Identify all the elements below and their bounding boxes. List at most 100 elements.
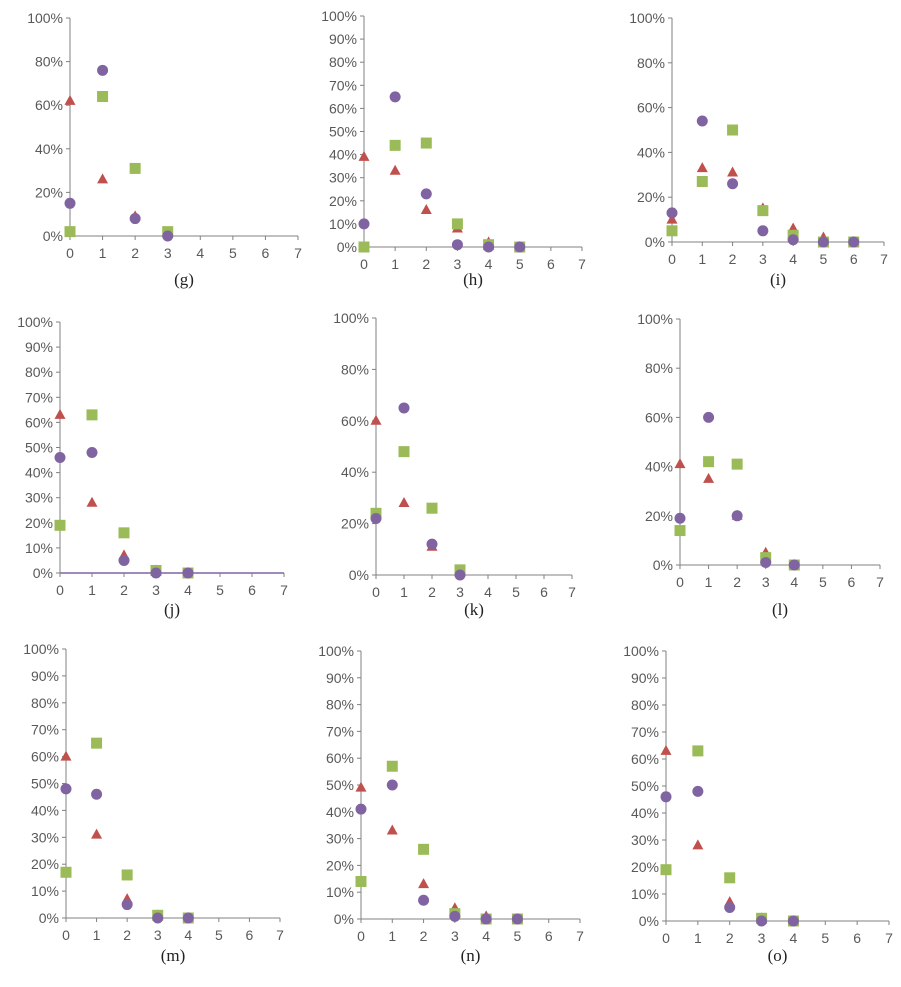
x-tick-label: 4 <box>196 245 204 261</box>
circle-point <box>514 241 526 253</box>
triangle-point <box>703 472 715 483</box>
y-tick-label: 10% <box>329 216 357 232</box>
y-tick-label: 60% <box>341 413 369 429</box>
y-tick-label: 80% <box>326 697 354 713</box>
y-tick-label: 40% <box>31 802 59 818</box>
x-tick-label: 3 <box>758 930 766 946</box>
y-tick-label: 40% <box>637 144 665 160</box>
y-tick-label: 50% <box>25 440 53 456</box>
x-tick-label: 4 <box>485 256 493 272</box>
y-tick-label: 100% <box>623 643 659 659</box>
square-point <box>91 737 103 749</box>
circle-point <box>757 225 769 237</box>
y-tick-label: 100% <box>318 643 354 659</box>
circle-point <box>91 788 103 800</box>
circle-point <box>420 188 432 200</box>
y-tick-label: 50% <box>631 778 659 794</box>
chart-panel: 0% 10% 20% 30% 40% 50% 60% 70% 80% 90% 100% 0 1 2 3 4 5 6… <box>300 630 600 965</box>
x-tick-label: 4 <box>484 584 492 600</box>
triangle-point <box>60 750 72 761</box>
y-tick-label: 70% <box>329 77 357 93</box>
panel-label: (j) <box>163 600 181 619</box>
x-tick-label: 2 <box>726 930 734 946</box>
x-tick-label: 7 <box>885 930 893 946</box>
y-tick-label: 30% <box>25 490 53 506</box>
y-tick-label: 90% <box>31 668 59 684</box>
circle-point <box>848 236 860 248</box>
x-tick-label: 2 <box>131 245 139 261</box>
x-tick-label: 3 <box>152 582 160 598</box>
chart-panel: 0% 10% 20% 30% 40% 50% 60% 70% 80% 90% 100% 0 1 2 3 4 5 6… <box>0 630 300 965</box>
circle-point <box>182 567 194 579</box>
circle-point <box>724 902 736 913</box>
y-tick-label: 100% <box>23 641 59 657</box>
x-tick-label: 1 <box>705 574 713 590</box>
circle-point <box>121 899 133 911</box>
triangle-point <box>86 496 98 507</box>
circle-point <box>86 447 98 459</box>
x-tick-label: 5 <box>514 928 522 944</box>
triangle-point <box>418 878 430 889</box>
chart-panel: 0% 20% 40% 60% 80% 100% 0 1 2 3 4 5 6 7 (g) <box>0 0 302 325</box>
x-tick-label: 7 <box>576 928 584 944</box>
triangle-point <box>358 150 370 161</box>
scatter-chart: 0% 10% 20% 30% 40% 50% 60% 70% 80% 90% 100% 0 1 2 3 4 5 6… <box>318 643 584 944</box>
circle-point <box>511 913 523 925</box>
triangle-point <box>355 781 367 792</box>
square-point <box>54 519 66 531</box>
square-point <box>60 866 72 878</box>
y-tick-label: 50% <box>329 124 357 140</box>
x-tick-label: 5 <box>216 582 224 598</box>
y-tick-label: 20% <box>31 856 59 872</box>
x-tick-label: 1 <box>99 245 107 261</box>
y-tick-label: 100% <box>637 311 673 327</box>
x-tick-label: 2 <box>428 584 436 600</box>
circle-point <box>60 783 72 795</box>
panel-label: (l) <box>771 600 789 619</box>
square-point <box>674 525 686 537</box>
panel-label: (g) <box>174 270 194 289</box>
x-tick-label: 0 <box>662 930 670 946</box>
square-point <box>731 458 743 470</box>
circle-point <box>150 567 162 579</box>
scatter-chart: 0% 10% 20% 30% 40% 50% 60% 70% 80% 90% 100% 0 1 2 3 4 5 6… <box>623 643 893 946</box>
y-tick-label: 0% <box>334 911 354 927</box>
chart-panel: 0% 20% 40% 60% 80% 100% 0 1 2 3 4 5 6 7 (k) <box>300 305 600 630</box>
panel-label: (o) <box>767 946 788 965</box>
circle-point <box>727 178 739 190</box>
square-point <box>64 226 76 238</box>
circle-point <box>118 554 130 566</box>
x-tick-label: 7 <box>294 245 302 261</box>
triangle-point <box>727 166 739 177</box>
circle-point <box>182 912 194 924</box>
x-tick-label: 6 <box>853 930 861 946</box>
panel-label: (h) <box>463 270 483 289</box>
x-tick-label: 5 <box>820 251 828 267</box>
circle-point <box>731 510 743 522</box>
y-tick-label: 20% <box>35 184 63 200</box>
square-point <box>420 137 432 149</box>
x-tick-label: 7 <box>276 927 284 943</box>
y-tick-label: 20% <box>329 193 357 209</box>
y-tick-label: 50% <box>326 777 354 793</box>
x-tick-label: 1 <box>698 251 706 267</box>
circle-point <box>480 913 492 925</box>
circle-point <box>129 213 141 225</box>
square-point <box>692 745 704 757</box>
y-tick-label: 70% <box>25 389 53 405</box>
y-tick-label: 80% <box>35 54 63 70</box>
y-tick-label: 90% <box>631 670 659 686</box>
circle-point <box>483 241 495 253</box>
y-tick-label: 40% <box>645 459 673 475</box>
y-tick-label: 0% <box>33 565 53 581</box>
square-point <box>660 864 672 876</box>
y-tick-label: 10% <box>31 883 59 899</box>
chart-panel: 0% 20% 40% 60% 80% 100% 0 1 2 3 4 5 6 7 (l) <box>600 305 901 630</box>
x-tick-label: 1 <box>400 584 408 600</box>
circle-point <box>692 785 704 797</box>
triangle-point <box>696 162 708 173</box>
y-tick-label: 100% <box>333 310 369 326</box>
x-tick-label: 1 <box>388 928 396 944</box>
circle-point <box>449 910 461 922</box>
square-point <box>389 139 401 151</box>
